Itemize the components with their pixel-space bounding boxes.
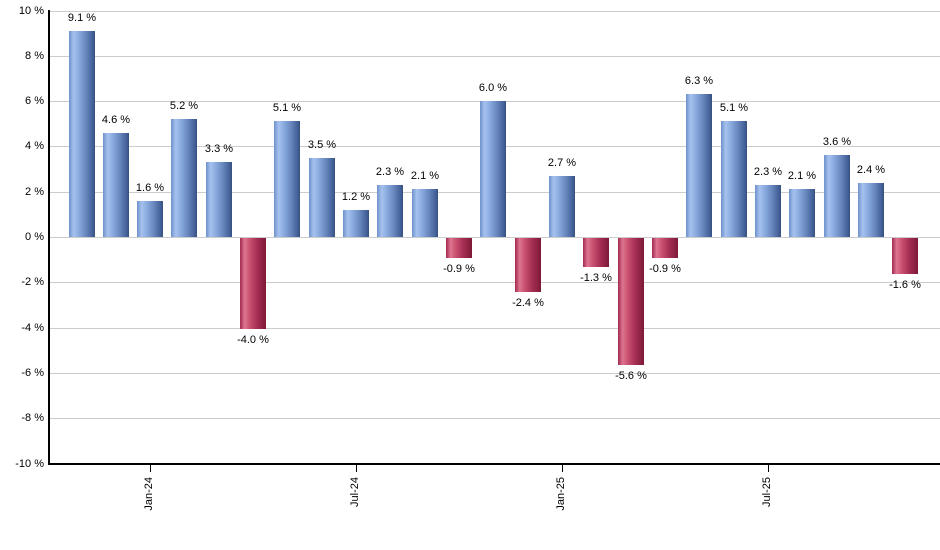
- bar-value-label: 6.3 %: [684, 75, 714, 87]
- bar: [755, 185, 781, 237]
- x-tick: [562, 464, 563, 472]
- gridline: [49, 56, 940, 57]
- x-tick: [356, 464, 357, 472]
- gridline: [49, 328, 940, 329]
- bar: [549, 176, 575, 237]
- bar: [137, 201, 163, 237]
- y-tick-label: 8 %: [25, 50, 44, 62]
- bar: [274, 121, 300, 237]
- bar: [686, 94, 712, 237]
- bar: [480, 101, 506, 237]
- y-tick-label: 2 %: [25, 186, 44, 198]
- bar-value-label: 2.7 %: [547, 157, 577, 169]
- bar-value-label: 4.6 %: [101, 114, 131, 126]
- bar: [412, 189, 438, 237]
- gridline: [49, 373, 940, 374]
- bar-value-label: 2.3 %: [375, 166, 405, 178]
- bar-value-label: 2.1 %: [410, 170, 440, 182]
- bar-value-label: 1.6 %: [135, 182, 165, 194]
- x-tick-label: Jul-24: [349, 477, 361, 507]
- x-tick-label: Jul-25: [761, 477, 773, 507]
- y-tick-label: -8 %: [21, 412, 44, 424]
- bar-value-label: 3.6 %: [822, 136, 852, 148]
- bar-value-label: 5.1 %: [272, 102, 302, 114]
- bar-value-label: -4.0 %: [237, 334, 269, 346]
- y-tick-label: 6 %: [25, 95, 44, 107]
- bar: [171, 119, 197, 237]
- y-tick-label: -4 %: [21, 322, 44, 334]
- bar-value-label: -0.9 %: [649, 263, 681, 275]
- bar-value-label: 1.2 %: [341, 191, 371, 203]
- x-tick: [150, 464, 151, 472]
- y-tick-label: -10 %: [15, 458, 44, 470]
- bar-value-label: 9.1 %: [67, 12, 97, 24]
- bar: [309, 158, 335, 237]
- bar: [721, 121, 747, 237]
- gridline: [49, 237, 940, 238]
- bar: [789, 189, 815, 237]
- gridline: [49, 418, 940, 419]
- bar-value-label: 2.3 %: [753, 166, 783, 178]
- bar: [618, 238, 644, 365]
- bar: [515, 238, 541, 292]
- bar: [583, 238, 609, 267]
- bar-value-label: 5.1 %: [719, 102, 749, 114]
- y-tick-label: -2 %: [21, 276, 44, 288]
- bar: [69, 31, 95, 237]
- bar-value-label: -1.3 %: [580, 272, 612, 284]
- y-tick-label: -6 %: [21, 367, 44, 379]
- plot-area: 9.1 % 4.6 % 1.6 % 5.2 % 3.3 % -4.0 % 5.1 % 3.5 …: [49, 10, 940, 465]
- bar-value-label: 2.4 %: [856, 164, 886, 176]
- bar: [652, 238, 678, 258]
- x-tick: [768, 464, 769, 472]
- bar-value-label: 2.1 %: [787, 170, 817, 182]
- bar: [103, 133, 129, 237]
- y-axis-line: [48, 10, 50, 465]
- bar: [377, 185, 403, 237]
- gridline: [49, 11, 940, 12]
- bar-value-label: -1.6 %: [889, 279, 921, 291]
- bar: [446, 238, 472, 258]
- bar: [824, 155, 850, 237]
- bar: [240, 238, 266, 329]
- bar: [858, 183, 884, 237]
- bar-value-label: 3.3 %: [204, 143, 234, 155]
- bar-value-label: -2.4 %: [512, 297, 544, 309]
- x-axis-line: [48, 463, 940, 465]
- y-tick-label: 4 %: [25, 140, 44, 152]
- y-tick-label: 10 %: [18, 5, 44, 17]
- x-tick-label: Jan-25: [555, 477, 567, 511]
- bar: [206, 162, 232, 237]
- x-tick-label: Jan-24: [143, 477, 155, 511]
- bar: [343, 210, 369, 237]
- y-tick-label: 0 %: [25, 231, 44, 243]
- gridline: [49, 282, 940, 283]
- bar-value-label: -5.6 %: [615, 370, 647, 382]
- bar-value-label: 3.5 %: [307, 139, 337, 151]
- bar-value-label: -0.9 %: [443, 263, 475, 275]
- bar: [892, 238, 918, 274]
- bar-value-label: 6.0 %: [478, 82, 508, 94]
- bar-value-label: 5.2 %: [169, 100, 199, 112]
